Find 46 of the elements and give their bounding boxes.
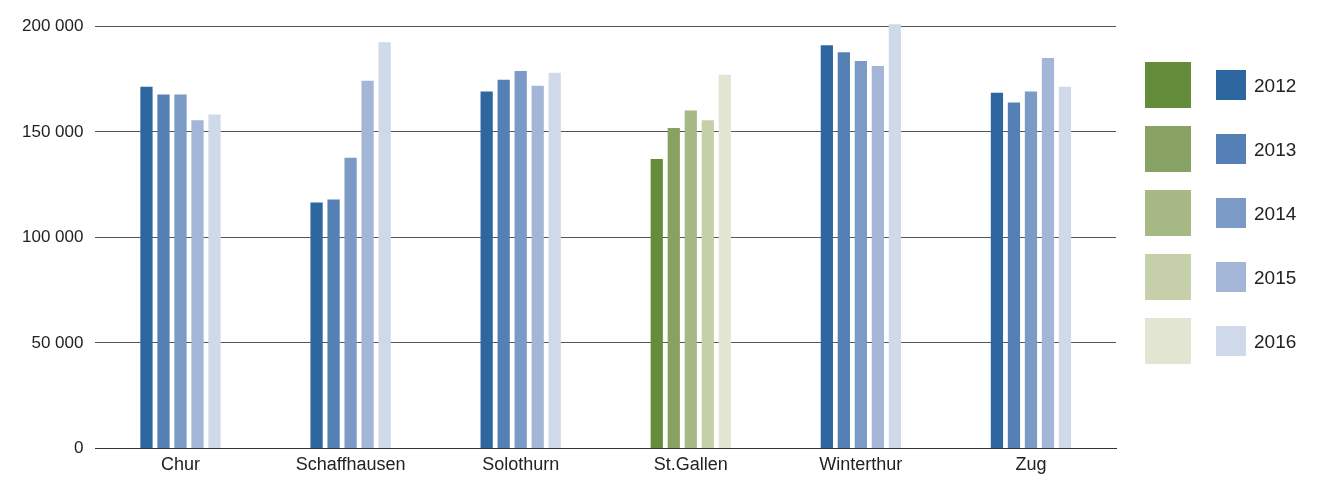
bar [1041, 58, 1055, 448]
bar [361, 80, 374, 448]
y-tick-label: 0 [73, 438, 84, 458]
bar [650, 158, 663, 448]
bar [531, 85, 544, 448]
bar [514, 70, 527, 448]
bar [684, 110, 697, 448]
legend-label: 2014 [1254, 202, 1297, 224]
bar [174, 94, 187, 448]
bar [378, 42, 391, 448]
bar [1058, 86, 1072, 448]
bar [990, 92, 1004, 448]
bar [701, 120, 714, 448]
y-tick-label: 200 000 [22, 16, 84, 36]
bar [344, 157, 357, 448]
x-tick-label: Winterthur [819, 454, 903, 475]
bar [854, 61, 867, 448]
bar [1024, 91, 1038, 448]
bar [888, 24, 901, 448]
bar [140, 86, 153, 448]
x-tick-label: St.Gallen [653, 454, 728, 475]
x-tick-label: Zug [1015, 454, 1047, 475]
y-tick-label: 100 000 [22, 227, 84, 247]
bar [871, 65, 884, 448]
legend-label: 2012 [1254, 74, 1297, 96]
bar [820, 45, 833, 448]
bar [548, 72, 561, 448]
y-tick-label: 150 000 [22, 121, 84, 141]
bar [718, 74, 731, 448]
legend-label: 2013 [1254, 138, 1297, 160]
legend-label: 2015 [1254, 266, 1297, 288]
bar [1007, 102, 1021, 448]
bar [310, 202, 323, 448]
bar [667, 128, 680, 448]
legend-label: 2016 [1254, 330, 1297, 352]
bar [480, 91, 493, 448]
bar [327, 199, 340, 448]
x-tick-label: Schaffhausen [295, 454, 406, 475]
bar [157, 94, 170, 448]
y-tick-label: 50 000 [31, 332, 84, 352]
x-tick-label: Solothurn [482, 454, 560, 475]
bar [191, 120, 204, 448]
bar [208, 114, 221, 448]
bar [837, 52, 850, 448]
x-tick-label: Chur [160, 454, 201, 475]
bar [497, 79, 510, 448]
